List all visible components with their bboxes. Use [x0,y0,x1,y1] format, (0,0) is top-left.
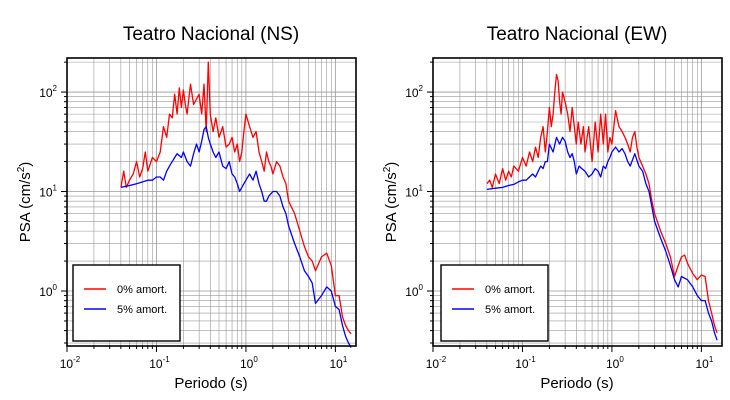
legend-label-0: 0% amort. [485,284,535,296]
ticks [61,61,336,352]
legend-label-0: 0% amort. [117,284,167,296]
y-tick-label: 101 [405,184,423,200]
legend: 0% amort. 5% amort. [72,264,181,342]
legend: 0% amort. 5% amort. [440,264,549,342]
series-line-undamped [120,61,352,335]
chart-ns: Teatro Nacional (NS) 100 101 102 10-2 10… [16,24,357,392]
x-tick-labels: 10-2 10-1 100 101 [426,355,714,371]
x-axis-label: Periodo (s) [174,375,247,392]
ticks [427,61,702,352]
x-tick-label: 10-1 [149,355,170,371]
series-line-damped [486,136,718,341]
y-axis-label: PSA (cm/s2) [16,162,34,243]
y-tick-labels: 100 101 102 [405,84,423,299]
plot-frame [432,57,723,347]
x-tick-label: 101 [695,355,713,371]
chart-title: Teatro Nacional (NS) [123,24,299,45]
y-tick-label: 101 [39,184,57,200]
y-tick-labels: 100 101 102 [39,84,57,299]
legend-label-1: 5% amort. [485,304,535,316]
series-line-undamped [486,73,718,334]
y-tick-label: 100 [405,283,423,299]
legend-box [72,264,181,342]
chart-ew: Teatro Nacional (EW) 100 101 102 10-2 10… [382,24,723,392]
grid [66,58,356,346]
y-tick-label: 102 [405,84,423,100]
series-layer [120,61,352,348]
plot-frame [66,57,357,347]
y-axis-label: PSA (cm/s2) [382,162,400,243]
series-line-damped [120,125,352,348]
x-tick-labels: 10-2 10-1 100 101 [60,355,348,371]
y-tick-label: 102 [39,84,57,100]
x-tick-label: 100 [606,355,624,371]
x-axis-label: Periodo (s) [540,375,613,392]
chart-title: Teatro Nacional (EW) [487,24,668,45]
x-tick-label: 10-2 [60,355,81,371]
x-tick-label: 101 [329,355,347,371]
y-tick-label: 100 [39,283,57,299]
legend-box [440,264,549,342]
x-tick-label: 100 [240,355,258,371]
x-tick-label: 10-1 [515,355,536,371]
x-tick-label: 10-2 [426,355,447,371]
series-layer [486,73,718,341]
legend-label-1: 5% amort. [117,304,167,316]
